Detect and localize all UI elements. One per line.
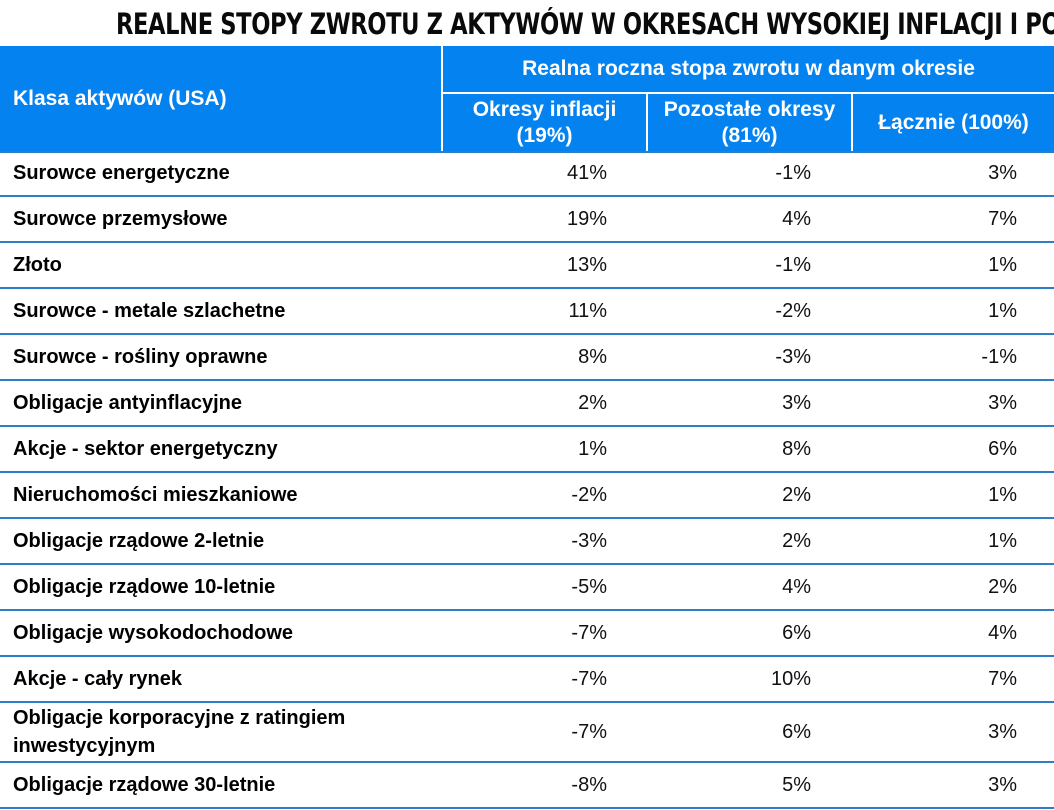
table-row: Obligacje korporacyjne z ratingiem inwest… (0, 703, 1054, 763)
total-return: 3% (988, 773, 1017, 796)
table-row: Nieruchomości mieszkaniowe -2% 2% 1% (0, 473, 1054, 519)
table-row: Akcje - sektor energetyczny 1% 8% 6% (0, 427, 1054, 473)
inflation-return: -7% (571, 621, 607, 644)
inflation-return: -3% (571, 529, 607, 552)
header-col-other-line1: Pozostałe okresy (663, 97, 836, 121)
other-return: -3% (775, 345, 811, 368)
header-divider (646, 94, 648, 151)
header-divider (443, 92, 1054, 94)
header-divider (441, 46, 443, 151)
inflation-return: -5% (571, 575, 607, 598)
other-return: 4% (782, 575, 811, 598)
inflation-return: 1% (578, 437, 607, 460)
other-return: 4% (782, 207, 811, 230)
asset-class-label: Surowce przemysłowe (13, 208, 228, 230)
total-return: 2% (988, 575, 1017, 598)
page-title: REALNE STOPY ZWROTU Z AKTYWÓW W OKRESACH… (115, 7, 1054, 41)
asset-class-label: Złoto (13, 254, 62, 276)
other-return: 2% (782, 483, 811, 506)
total-return: 4% (988, 621, 1017, 644)
table-row: Akcje - cały rynek -7% 10% 7% (0, 657, 1054, 703)
asset-class-label: Akcje - cały rynek (13, 668, 182, 690)
asset-class-label: Nieruchomości mieszkaniowe (13, 484, 298, 506)
asset-class-label: Obligacje rządowe 10-letnie (13, 576, 276, 598)
header-col-inflation-line1: Okresy inflacji (472, 97, 617, 121)
asset-class-label-line1: Obligacje korporacyjne z ratingiem (13, 707, 346, 729)
table-row: Surowce - rośliny oprawne 8% -3% -1% (0, 335, 1054, 381)
asset-class-label-line2: inwestycyjnym (13, 735, 156, 757)
asset-class-label: Surowce - rośliny oprawne (13, 346, 268, 368)
inflation-return: 8% (578, 345, 607, 368)
header-col-total: Łącznie (100%) (878, 110, 1029, 134)
asset-class-label: Obligacje antyinflacyjne (13, 392, 242, 414)
table-header: Klasa aktywów (USA) Realna roczna stopa … (0, 46, 1054, 151)
total-return: 1% (988, 253, 1017, 276)
table-row: Obligacje antyinflacyjne 2% 3% 3% (0, 381, 1054, 427)
asset-class-label: Obligacje rządowe 2-letnie (13, 530, 265, 552)
asset-class-label: Obligacje wysokodochodowe (13, 622, 294, 644)
total-return: 1% (988, 299, 1017, 322)
header-col-inflation: Okresy inflacji (19%) (443, 94, 646, 151)
total-return: 7% (988, 207, 1017, 230)
other-return: 5% (782, 773, 811, 796)
other-return: 10% (770, 667, 811, 690)
total-return: -1% (981, 345, 1017, 368)
inflation-return: 19% (566, 207, 607, 230)
inflation-return: -7% (571, 720, 607, 743)
other-return: -1% (775, 161, 811, 184)
asset-class-label: Surowce - metale szlachetne (13, 300, 286, 322)
table-row: Surowce - metale szlachetne 11% -2% 1% (0, 289, 1054, 335)
inflation-return: -2% (571, 483, 607, 506)
other-return: 3% (782, 391, 811, 414)
inflation-return: 13% (566, 253, 607, 276)
inflation-return: -8% (571, 773, 607, 796)
header-col-other-line2: (81%) (721, 123, 778, 147)
inflation-return: 2% (578, 391, 607, 414)
header-bottom-rule (0, 151, 1054, 153)
header-divider (851, 94, 853, 151)
asset-class-label: Obligacje rządowe 30-letnie (13, 774, 276, 796)
header-col-inflation-line2: (19%) (516, 123, 573, 147)
other-return: 6% (782, 720, 811, 743)
inflation-return: -7% (571, 667, 607, 690)
table-row: Surowce przemysłowe 19% 4% 7% (0, 197, 1054, 243)
total-return: 3% (988, 161, 1017, 184)
total-return: 3% (988, 391, 1017, 414)
other-return: 2% (782, 529, 811, 552)
other-return: 8% (782, 437, 811, 460)
total-return: 6% (988, 437, 1017, 460)
table-row: Złoto 13% -1% 1% (0, 243, 1054, 289)
other-return: 6% (782, 621, 811, 644)
total-return: 3% (988, 720, 1017, 743)
asset-class-label: Obligacje korporacyjne z ratingiem inwest… (13, 703, 345, 761)
header-group-real-return: Realna roczna stopa zwrotu w danym okres… (522, 57, 975, 80)
asset-class-label: Surowce energetyczne (13, 162, 230, 184)
other-return: -1% (775, 253, 811, 276)
inflation-return: 41% (566, 161, 607, 184)
total-return: 1% (988, 529, 1017, 552)
table-row: Obligacje rządowe 10-letnie -5% 4% 2% (0, 565, 1054, 611)
header-col-other: Pozostałe okresy (81%) (648, 94, 851, 151)
inflation-return: 11% (568, 299, 607, 322)
total-return: 1% (988, 483, 1017, 506)
header-asset-class: Klasa aktywów (USA) (13, 86, 227, 110)
total-return: 7% (988, 667, 1017, 690)
table-row: Surowce energetyczne 41% -1% 3% (0, 151, 1054, 197)
asset-class-label: Akcje - sektor energetyczny (13, 438, 278, 460)
table-row: Obligacje rządowe 2-letnie -3% 2% 1% (0, 519, 1054, 565)
other-return: -2% (775, 299, 811, 322)
table-row: Obligacje wysokodochodowe -7% 6% 4% (0, 611, 1054, 657)
table-body: Surowce energetyczne 41% -1% 3% Surowce … (0, 151, 1054, 809)
table-row: Obligacje rządowe 30-letnie -8% 5% 3% (0, 763, 1054, 809)
